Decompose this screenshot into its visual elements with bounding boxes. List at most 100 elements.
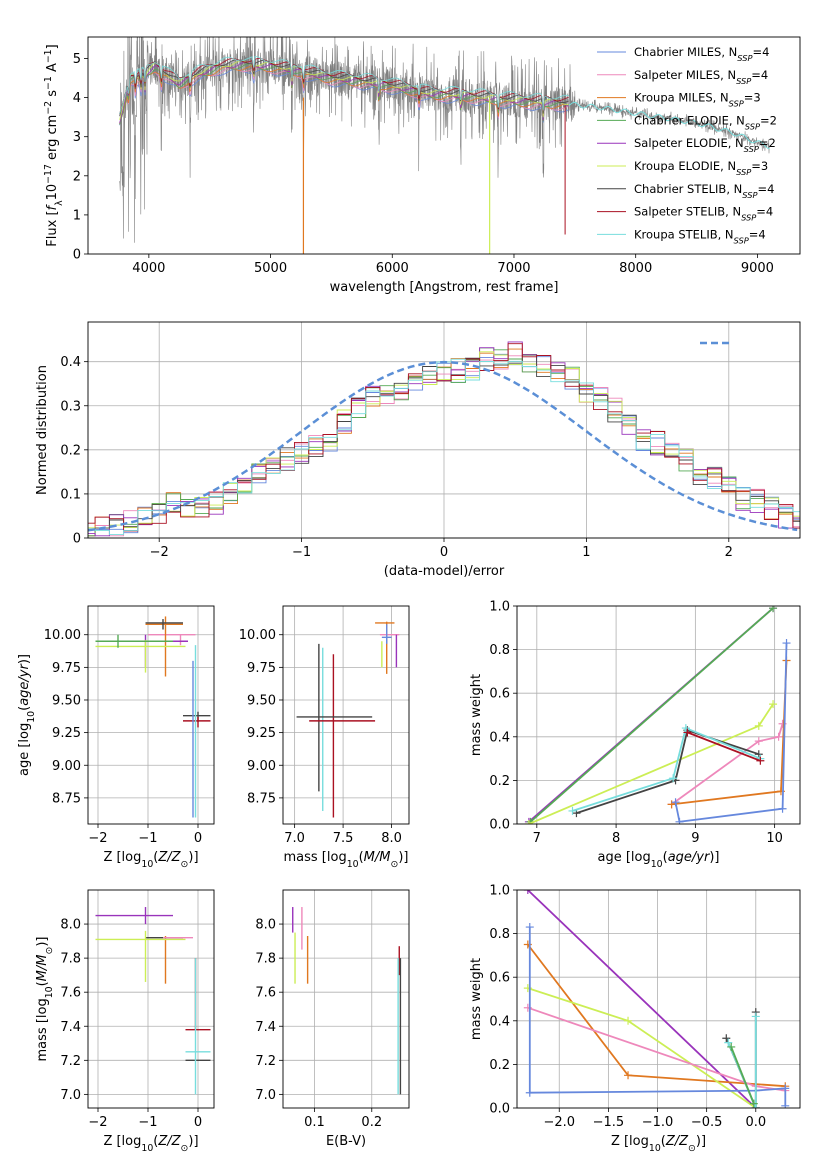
axes-frame xyxy=(282,889,410,1109)
mass_weight_vs_Z-lines xyxy=(523,890,790,1108)
weight-marker xyxy=(669,774,678,783)
mass_vs_Z-points xyxy=(95,907,211,1095)
axes-frame xyxy=(516,889,801,1109)
y-tick-label: 7.6 xyxy=(60,986,81,1001)
x-tick-label: 7000 xyxy=(497,261,530,276)
age_vs_Z-axes: −2 −1 0 8.75 9.00 9.25 9.50 9.75 10.00 Z [log10(Z… xyxy=(17,606,214,870)
y-axis-label: Flux [fλ10−17 erg cm−2 s−1 A−1] xyxy=(43,44,65,246)
x-tick-label: −1.5 xyxy=(593,1115,625,1130)
mass_weight_vs_age-lines xyxy=(524,606,791,824)
y-tick-label: 0.4 xyxy=(489,1014,510,1029)
weight-marker xyxy=(782,639,791,648)
weight-marker xyxy=(754,750,763,759)
histogram-step xyxy=(88,347,800,537)
legend-label: Kroupa MILES, NSSP=3 xyxy=(634,91,761,109)
mass_weight_vs_Z-axes: −2.0 −1.5 −1.0 −0.5 0.0 0.0 0.2 0.4 0.6 0.8 1.0 Z [… xyxy=(469,884,800,1154)
x-tick-label: −1 xyxy=(138,1115,157,1130)
residuals-axes: −2 −1 0 1 2 0 0.1 0.2 0.3 0.4 (data-model)/error No… xyxy=(35,322,800,579)
age_vs_Z-points xyxy=(95,616,211,818)
legend-label: Chabrier ELODIE, NSSP=2 xyxy=(634,113,777,131)
mass_vs_EBV-axes: 0.1 0.2 7.0 7.2 7.4 7.6 7.8 8.0 E(B-V) xyxy=(255,890,409,1149)
weight-line xyxy=(528,703,774,824)
weight-marker xyxy=(525,923,534,932)
x-tick-label: 8.0 xyxy=(381,831,402,846)
y-tick-label: 0.3 xyxy=(60,399,81,414)
axes-frame xyxy=(87,36,801,255)
y-tick-label: 0.4 xyxy=(60,355,81,370)
y-tick-label: 7.0 xyxy=(255,1088,276,1103)
data-point xyxy=(95,907,173,925)
y-tick-label: 3 xyxy=(73,130,81,145)
weight-line xyxy=(674,643,788,823)
y-tick-label: 0.0 xyxy=(489,818,510,833)
y-tick-label: 10.00 xyxy=(239,628,276,643)
x-tick-label: 7.0 xyxy=(284,831,305,846)
mass_vs_EBV-points xyxy=(292,907,402,1095)
weight-marker xyxy=(751,1012,760,1021)
x-tick-label: −2 xyxy=(88,831,107,846)
y-tick-label: 4 xyxy=(73,91,81,106)
weight-line xyxy=(529,607,774,823)
y-tick-label: 9.75 xyxy=(52,661,81,676)
histogram-step xyxy=(88,351,800,529)
weight-marker xyxy=(769,700,778,709)
legend-label: Salpeter ELODIE, NSSP=2 xyxy=(634,136,776,154)
weight-line xyxy=(572,726,761,812)
model-spectrum xyxy=(119,56,569,115)
x-tick-label: 4000 xyxy=(132,261,165,276)
data-point xyxy=(145,619,183,630)
weight-line xyxy=(527,943,786,1088)
y-tick-label: 0.8 xyxy=(489,643,510,658)
legend-label: Kroupa ELODIE, NSSP=3 xyxy=(634,159,768,177)
weight-line xyxy=(671,723,784,806)
x-tick-label: 5000 xyxy=(254,261,287,276)
weight-line xyxy=(527,890,757,1108)
weight-marker xyxy=(751,1104,760,1108)
y-tick-label: 7.4 xyxy=(255,1020,276,1035)
weight-marker xyxy=(778,804,787,813)
x-axis-label: wavelength [Angstrom, rest frame] xyxy=(330,280,559,295)
x-tick-label: −2 xyxy=(88,1115,107,1130)
legend-label: Salpeter MILES, NSSP=4 xyxy=(634,68,768,86)
y-tick-label: 8.0 xyxy=(60,918,81,933)
weight-marker xyxy=(568,806,577,815)
x-tick-label: −1 xyxy=(292,545,311,560)
y-tick-label: 7.2 xyxy=(255,1054,276,1069)
y-axis-label: mass weight xyxy=(469,958,484,1040)
legend-label: Chabrier STELIB, NSSP=4 xyxy=(634,182,774,200)
data-point xyxy=(95,634,188,668)
y-tick-label: 0.0 xyxy=(489,1102,510,1117)
x-axis-label: (data-model)/error xyxy=(384,564,505,579)
x-axis-label: Z [log10(Z/Z⊙)] xyxy=(103,1134,198,1154)
weight-marker xyxy=(756,756,765,765)
legend: Chabrier MILES, NSSP=4 Salpeter MILES, NS… xyxy=(597,45,777,245)
weight-line xyxy=(730,1046,755,1104)
weight-line xyxy=(527,987,757,1108)
data-point xyxy=(381,624,392,644)
x-axis-label: mass [log10(M/M⊙)] xyxy=(284,850,409,870)
x-tick-label: 1 xyxy=(582,545,590,560)
spectrum-axes: 4000 5000 6000 7000 8000 9000 0 1 2 3 4 5 wavelength… xyxy=(73,52,774,295)
x-tick-label: 10 xyxy=(766,831,783,846)
model-spectrum xyxy=(119,60,569,121)
weight-line xyxy=(576,729,760,814)
data-point xyxy=(95,930,186,982)
x-tick-label: −2 xyxy=(150,545,169,560)
axes-frame xyxy=(87,889,215,1109)
legend-label: Chabrier MILES, NSSP=4 xyxy=(634,45,769,63)
y-tick-label: 8.75 xyxy=(52,791,81,806)
x-tick-label: 0.2 xyxy=(361,1115,382,1130)
y-axis-label: mass weight xyxy=(469,674,484,756)
x-tick-label: 0.1 xyxy=(304,1115,325,1130)
x-tick-label: 0 xyxy=(194,831,202,846)
y-tick-label: 0.6 xyxy=(489,971,510,986)
weight-marker xyxy=(525,1088,534,1097)
data-point xyxy=(148,634,196,646)
age_vs_mass-axes: 7.0 7.5 8.0 8.75 9.00 9.25 9.50 9.75 10.00 mass [… xyxy=(239,606,409,870)
y-tick-label: 9.25 xyxy=(52,726,81,741)
x-tick-label: 8 xyxy=(612,831,620,846)
y-tick-label: 10.00 xyxy=(44,628,81,643)
weight-marker xyxy=(781,1084,790,1093)
axes-frame xyxy=(516,605,801,825)
